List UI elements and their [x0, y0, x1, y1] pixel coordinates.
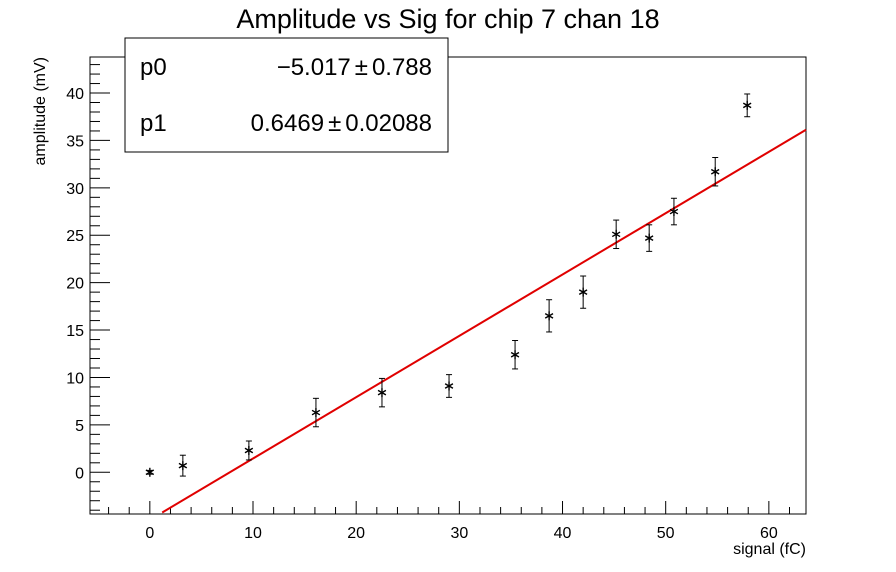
marker-stroke: [311, 409, 321, 416]
data-point: [644, 224, 654, 252]
data-point: [377, 377, 387, 408]
data-point: [669, 197, 679, 226]
asterisk-marker: [311, 408, 321, 418]
asterisk-marker: [178, 461, 188, 471]
stat-p1-value: 0.6469 ±0.02088: [251, 110, 432, 137]
data-point: [578, 275, 588, 309]
chart-title: Amplitude vs Sig for chip 7 chan 18: [236, 4, 659, 34]
y-axis: 0 5 10 15 20 25 30 35 40: [66, 64, 110, 511]
data-point: [444, 374, 454, 398]
y-tick-label: 5: [75, 418, 84, 435]
x-tick-label: 30: [450, 525, 468, 542]
asterisk-marker: [710, 167, 720, 177]
x-tick-label: 20: [347, 525, 365, 542]
marker-stroke: [178, 462, 188, 469]
data-point: [544, 299, 554, 333]
marker-stroke: [611, 231, 621, 238]
data-point: [510, 339, 520, 370]
x-tick-label: 40: [554, 525, 572, 542]
asterisk-marker: [611, 229, 621, 239]
asterisk-marker: [510, 350, 520, 360]
asterisk-marker: [742, 100, 752, 110]
marker-stroke: [669, 208, 679, 215]
x-tick-label: 50: [657, 525, 675, 542]
stat-p0-name: p0: [140, 54, 167, 81]
stat-p1-name: p1: [140, 110, 167, 137]
fit-stats-box: p0 −5.017 ±0.788 p1 0.6469 ±0.02088: [124, 37, 449, 153]
marker-stroke: [710, 168, 720, 175]
fit-stats-frame: [124, 37, 449, 153]
asterisk-marker: [544, 311, 554, 321]
y-axis-label: amplitude (mV): [32, 57, 49, 165]
x-axis-label: signal (fC): [733, 541, 806, 558]
marker-stroke: [377, 389, 387, 396]
y-tick-label: 20: [66, 276, 84, 293]
marker-stroke: [444, 383, 454, 389]
y-tick-label: 40: [66, 86, 84, 103]
asterisk-marker: [578, 287, 588, 297]
marker-stroke: [742, 102, 752, 109]
data-points: [145, 93, 752, 477]
y-tick-label: 35: [66, 133, 84, 150]
y-tick-label: 10: [66, 370, 84, 387]
fit-line: [161, 128, 807, 514]
asterisk-marker: [377, 388, 387, 398]
asterisk-marker: [145, 467, 155, 477]
x-axis: 0 10 20 30 40 50 60: [108, 501, 790, 542]
marker-stroke: [244, 447, 254, 454]
data-point: [311, 397, 321, 428]
stat-p0-value: −5.017 ±0.788: [277, 54, 432, 81]
data-point: [244, 440, 254, 461]
y-tick-label: 25: [66, 228, 84, 245]
y-tick-label: 30: [66, 181, 84, 198]
asterisk-marker: [644, 233, 654, 243]
marker-stroke: [510, 351, 520, 358]
y-tick-label: 0: [75, 465, 84, 482]
asterisk-marker: [244, 445, 254, 455]
marker-stroke: [578, 289, 588, 295]
data-point: [145, 467, 155, 477]
data-point: [710, 157, 720, 187]
marker-stroke: [145, 469, 155, 476]
data-point: [742, 93, 752, 118]
data-point: [178, 454, 188, 477]
marker-stroke: [544, 312, 554, 319]
data-point: [611, 219, 621, 250]
y-tick-label: 15: [66, 323, 84, 340]
marker-stroke: [644, 235, 654, 241]
asterisk-marker: [669, 207, 679, 217]
x-tick-label: 60: [760, 525, 778, 542]
x-tick-label: 10: [244, 525, 262, 542]
fit-layer: [161, 128, 807, 514]
asterisk-marker: [444, 381, 454, 391]
x-tick-label: 0: [145, 525, 154, 542]
